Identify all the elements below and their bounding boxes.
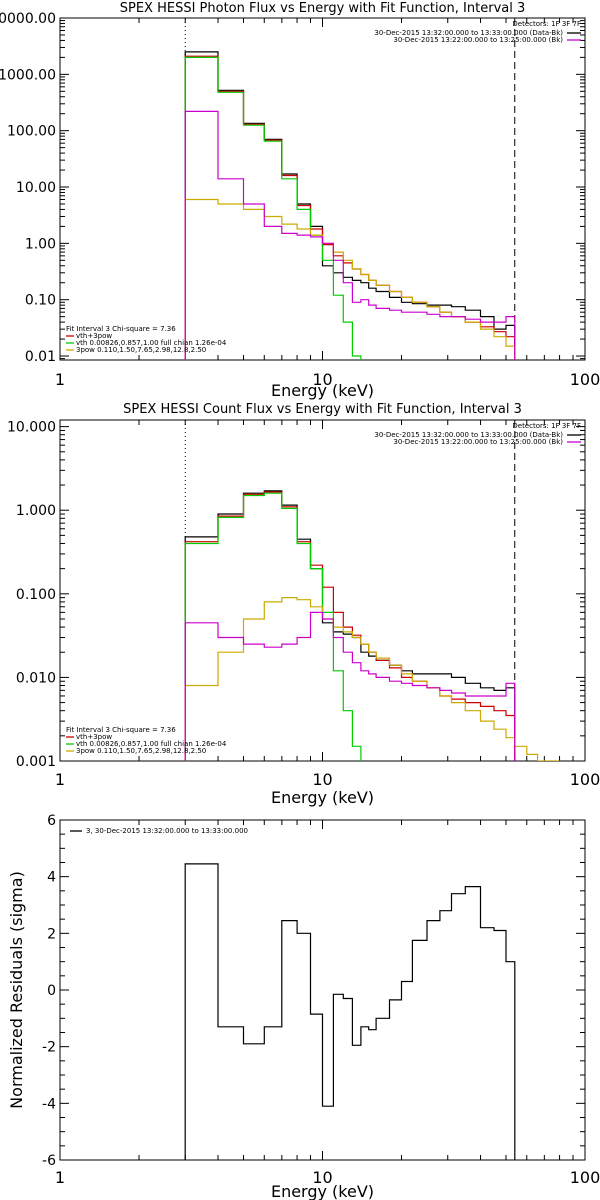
y-tick-label: 2: [47, 926, 56, 942]
legend-entry-label: 30-Dec-2015 13:22:00.000 to 13:25:00.000…: [393, 36, 563, 44]
series-line-1: [184, 863, 516, 1160]
legend-entry-label: 3pow 0.110,1.50,7.65,2.98,12.8,2.50: [76, 747, 206, 755]
chart-title: SPEX HESSI Photon Flux vs Energy with Fi…: [120, 1, 526, 16]
series-line-2: [184, 55, 516, 360]
legend-entry-label: vth+3pow: [76, 332, 112, 340]
legend-header: Fit Interval 3 Chi-square = 7.36: [66, 325, 176, 333]
series-line-1: [184, 490, 516, 761]
x-tick-label: 1: [55, 1168, 65, 1187]
x-axis-label: Energy (keV): [271, 788, 374, 807]
plot-frame: [59, 819, 586, 1161]
y-tick-label: 4: [47, 870, 56, 886]
series-line-1: [184, 51, 516, 360]
x-tick-label: 10: [312, 370, 332, 389]
plot-frame: [59, 17, 586, 361]
series-line-5: [184, 110, 516, 360]
legend-header: Detectors: 1F 3F 7F: [512, 20, 581, 28]
legend-entry-label: vth 0.00826,0.857,1.00 full chian 1.26e-…: [76, 339, 227, 347]
legend-entry-label: vth 0.00826,0.857,1.00 full chian 1.26e-…: [76, 740, 227, 748]
series-line-4: [184, 597, 560, 761]
y-tick-label: 1.00: [25, 236, 56, 252]
series-line-2: [184, 491, 516, 761]
y-tick-label: 0.001: [16, 754, 56, 770]
series-group: [184, 490, 560, 761]
legend-entry-label: 3pow 0.110,1.50,7.65,2.98,12.8,2.50: [76, 346, 206, 354]
y-axis-label: Normalized Residuals (sigma): [7, 871, 26, 1109]
x-tick-label: 100: [570, 1168, 600, 1187]
series-line-3: [184, 56, 362, 360]
legend-entry-label: 30-Dec-2015 13:32:00.000 to 13:33:00.000…: [374, 29, 563, 37]
legend-entry-label: 3, 30-Dec-2015 13:32:00.000 to 13:33:00.…: [86, 827, 248, 835]
y-tick-label: 0: [47, 983, 56, 999]
chart-title: SPEX HESSI Count Flux vs Energy with Fit…: [123, 402, 522, 417]
legend-entry-label: 30-Dec-2015 13:22:00.000 to 13:25:00.000…: [393, 438, 563, 446]
series-line-3: [184, 492, 362, 761]
chart-panel-3: 1 10 100 Energy (keV) -6 -4 -2 0 2 4 6 Normalized R…: [7, 813, 600, 1200]
y-tick-label: 1000.00: [0, 67, 56, 83]
legend-entry-label: 30-Dec-2015 13:32:00.000 to 13:33:00.000…: [374, 431, 563, 439]
y-tick-label: 100.00: [7, 124, 56, 140]
y-tick-label: -6: [42, 1153, 56, 1169]
y-tick-label: 10000.00: [0, 11, 56, 27]
series-group: [184, 863, 516, 1160]
x-tick-label: 10: [312, 770, 332, 789]
x-tick-label: 10: [312, 1168, 332, 1187]
y-tick-label: 10.000: [7, 420, 56, 436]
y-tick-label: 1.000: [16, 503, 56, 519]
series-group: [184, 51, 516, 360]
x-tick-label: 100: [570, 370, 600, 389]
x-tick-label: 1: [55, 770, 65, 789]
legend-entry-label: vth+3pow: [76, 733, 112, 741]
y-tick-label: 10.00: [16, 180, 56, 196]
y-tick-label: 0.01: [25, 349, 56, 365]
x-tick-label: 100: [570, 770, 600, 789]
x-tick-label: 1: [55, 370, 65, 389]
chart-panel-1: 1 10 100 Energy (keV) 0.01 0.10 1.00 10.00 100.0…: [0, 1, 600, 400]
series-line-5: [184, 611, 516, 761]
y-tick-label: -4: [42, 1096, 56, 1112]
y-tick-label: -2: [42, 1040, 56, 1056]
y-tick-label: 0.010: [16, 670, 56, 686]
chart-panel-2: 1 10 100 Energy (keV) 0.001 0.010 0.100 1.000 10…: [7, 402, 600, 807]
series-line-4: [184, 198, 516, 360]
x-axis-label: Energy (keV): [271, 381, 374, 400]
x-axis-label: Energy (keV): [271, 1182, 374, 1200]
y-tick-label: 0.10: [25, 293, 56, 309]
legend-header: Detectors: 1F 3F 7F: [512, 422, 581, 430]
legend-header: Fit Interval 3 Chi-square = 7.36: [66, 726, 176, 734]
y-tick-label: 6: [47, 813, 56, 829]
y-tick-label: 0.100: [16, 587, 56, 603]
